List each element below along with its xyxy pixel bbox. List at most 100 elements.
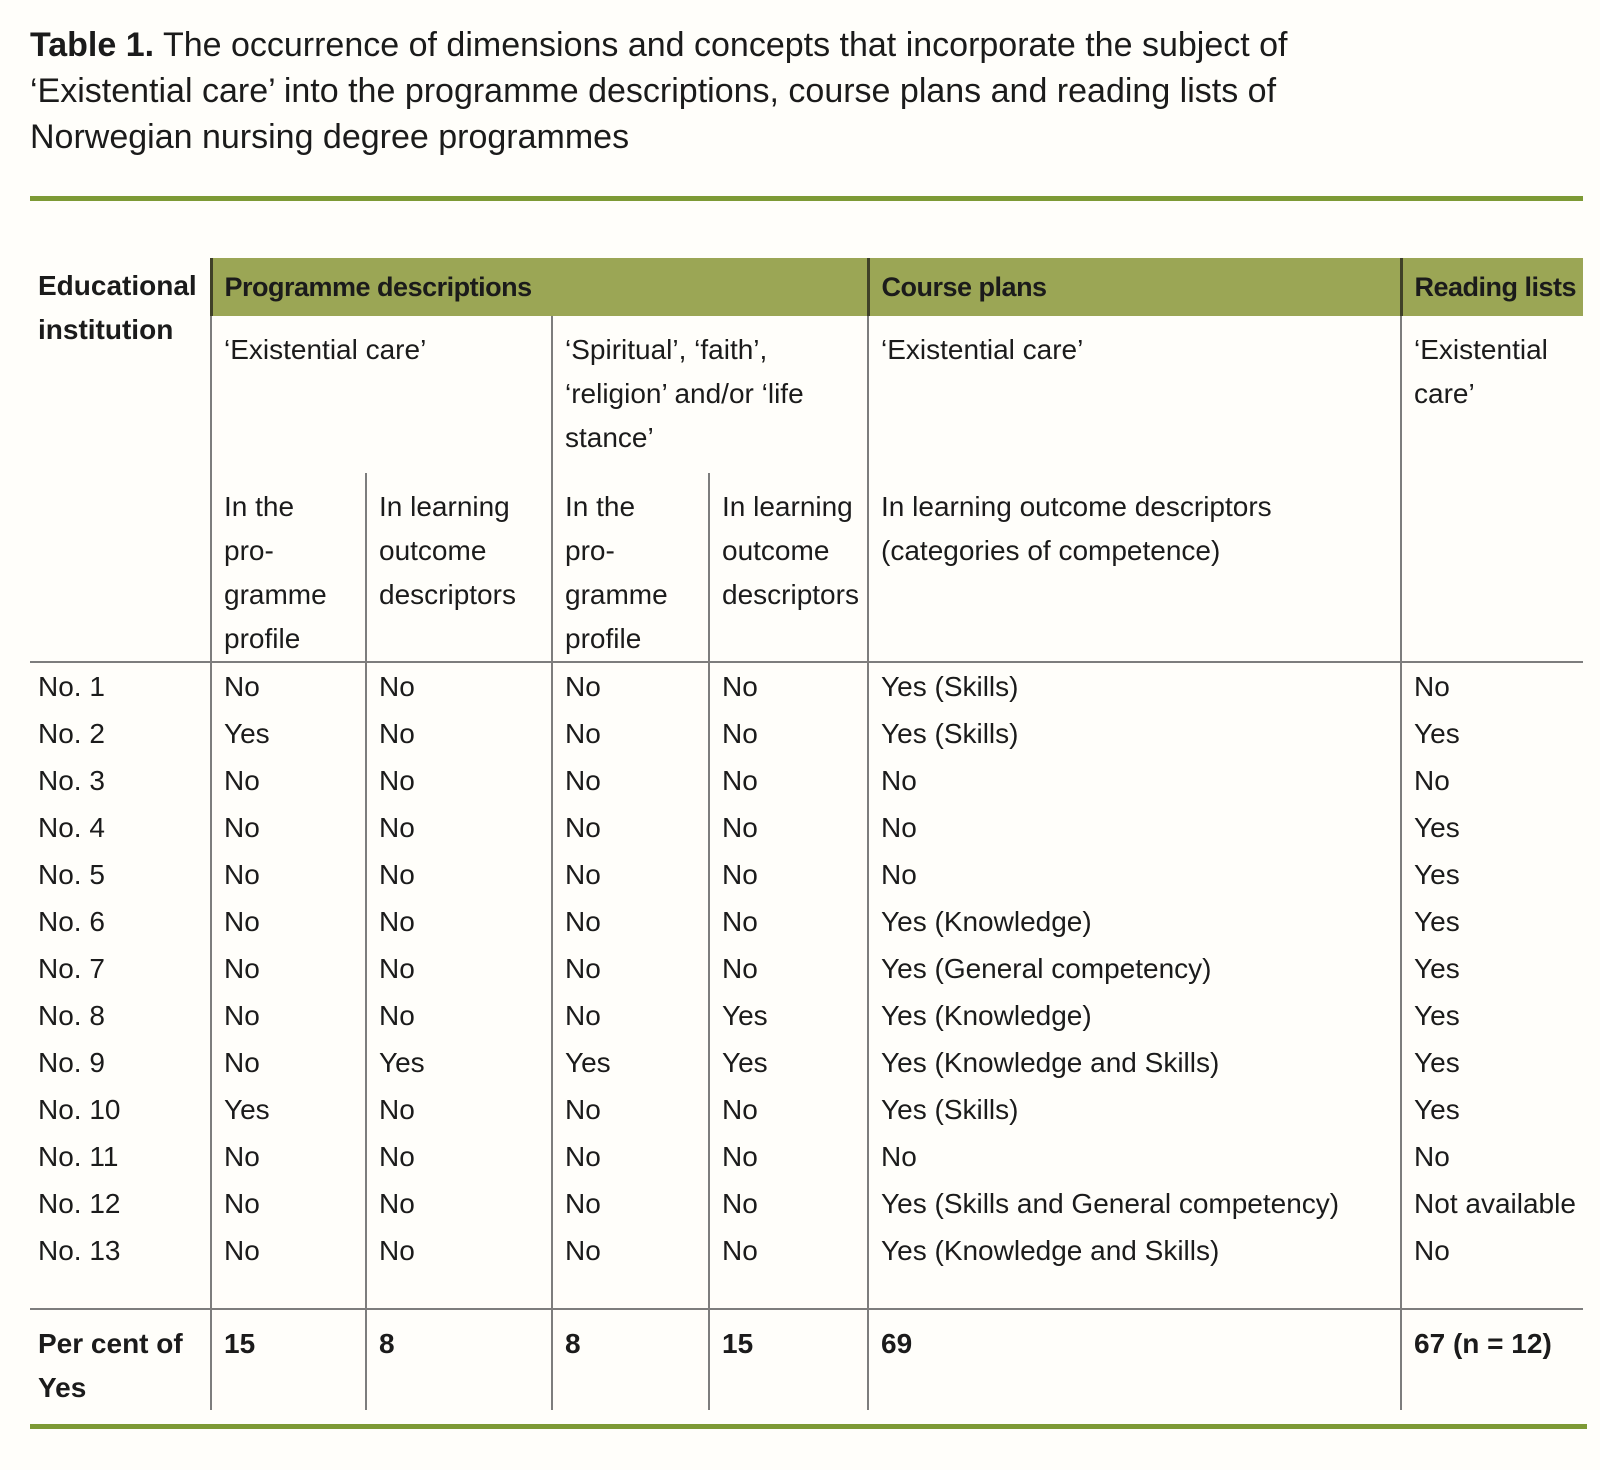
table-row: No. 10 Yes No No No Yes (Skills) Yes (30, 1086, 1584, 1133)
table-row: No. 2 Yes No No No Yes (Skills) Yes (30, 710, 1584, 757)
table-cell: No (551, 945, 709, 992)
table-cell: No (210, 945, 366, 992)
table-cell: No (210, 1039, 366, 1086)
footer-value: 8 (365, 1308, 552, 1410)
table-cell: Yes (1400, 1086, 1584, 1133)
spacer-row (30, 1274, 1584, 1309)
table-cell: Yes (1400, 851, 1584, 898)
top-divider-rule (30, 196, 1583, 201)
table-cell: No (707, 661, 869, 710)
table-cell: No (867, 851, 1402, 898)
table-cell: No (707, 851, 869, 898)
table-cell: No (1400, 757, 1584, 804)
header-in-programme-profile-1: In the pro- gramme profile (210, 473, 366, 662)
table-cell: No (867, 804, 1402, 851)
table-cell: Yes (1400, 1039, 1584, 1086)
table-cell: No (365, 1180, 552, 1227)
table-cell: No (365, 804, 552, 851)
table-cell: No (365, 898, 552, 945)
table-cell: No (210, 804, 366, 851)
table-row: No. 9 No Yes Yes Yes Yes (Knowledge and … (30, 1039, 1584, 1086)
table-cell: No (365, 1086, 552, 1133)
table-cell: No (1400, 661, 1584, 710)
table-cell: Yes (Knowledge) (867, 898, 1402, 945)
table-cell: Yes (Knowledge) (867, 992, 1402, 1039)
table-cell: No (551, 661, 709, 710)
table-cell: Yes (General competency) (867, 945, 1402, 992)
table-cell: No (867, 757, 1402, 804)
table-cell: No (365, 1133, 552, 1180)
table-cell: No (707, 1180, 869, 1227)
footer-value: 15 (707, 1308, 869, 1410)
table-cell: No (365, 851, 552, 898)
table-cell: No (210, 992, 366, 1039)
row-label: No. 6 (38, 905, 105, 937)
location-header-row: In the pro- gramme profile In learning o… (30, 473, 1584, 662)
table-cell: No (551, 757, 709, 804)
table-cell: No (867, 1133, 1402, 1180)
table-caption-label: Table 1. (30, 26, 155, 64)
header-learning-outcome-descriptors-1: In learning outcome descriptors (365, 473, 552, 662)
table-cell: No (365, 757, 552, 804)
row-label: No. 1 (30, 661, 211, 710)
footer-value: 15 (210, 1308, 366, 1410)
bottom-divider-rule (30, 1424, 1587, 1429)
footer-row: Per cent of Yes 15 8 8 15 69 67 (n = 12) (30, 1308, 1584, 1410)
row-label: No. 3 (38, 764, 105, 796)
table-row: No. 7 No No No No Yes (General competenc… (30, 945, 1584, 992)
table-cell: No (365, 945, 552, 992)
row-label: No. 9 (38, 1046, 105, 1078)
table-cell: No (1400, 1227, 1584, 1274)
table-cell: Yes (Skills) (867, 661, 1402, 710)
table-cell: Yes (210, 710, 366, 757)
table-cell: Yes (1400, 804, 1584, 851)
table-cell: Yes (1400, 898, 1584, 945)
row-label: No. 12 (38, 1187, 121, 1219)
header-band-row: Educational institution Programme descri… (30, 258, 1584, 345)
table-cell: Yes (Skills) (867, 710, 1402, 757)
table-cell: No (210, 661, 366, 710)
table-cell: No (551, 804, 709, 851)
table-caption-text: The occurrence of dimensions and concept… (30, 26, 1288, 156)
table-row: No. 1 No No No No Yes (Skills) No (30, 661, 1584, 710)
table-cell: No (551, 1180, 709, 1227)
row-label: No. 5 (38, 858, 105, 890)
header-reading-lists-empty (1400, 473, 1584, 662)
table-row: No. 3 No No No No No No (30, 757, 1584, 804)
table-cell: No (365, 661, 552, 710)
table-cell: No (707, 1086, 869, 1133)
corner-header: Educational institution (38, 270, 197, 345)
table-cell: No (551, 992, 709, 1039)
header-existential-care-reading: ‘Existential care’ (1400, 316, 1584, 473)
table-cell: Yes (1400, 710, 1584, 757)
row-label: No. 13 (38, 1234, 121, 1266)
table-cell: No (210, 1227, 366, 1274)
table-cell: No (210, 851, 366, 898)
table-row: No. 11 No No No No No No (30, 1133, 1584, 1180)
results-table: Educational institution Programme descri… (30, 258, 1584, 1410)
row-label: No. 11 (38, 1140, 119, 1172)
table-cell: Yes (365, 1039, 552, 1086)
table-cell: No (707, 757, 869, 804)
footer-value: 8 (551, 1308, 709, 1410)
table-cell: No (551, 851, 709, 898)
band-course-plans: Course plans (866, 258, 1402, 316)
table-cell: Yes (Skills) (867, 1086, 1402, 1133)
table-row: No. 5 No No No No No Yes (30, 851, 1584, 898)
table-cell: No (551, 898, 709, 945)
table-cell: No (551, 1086, 709, 1133)
row-label: No. 8 (38, 999, 105, 1031)
concept-header-row: ‘Existential care’ ‘Spiritual’, ‘faith’,… (30, 316, 1584, 473)
table-cell: Yes (707, 1039, 869, 1086)
table-cell: No (707, 1133, 869, 1180)
table-cell: No (707, 1227, 869, 1274)
footer-label: Per cent of Yes (30, 1308, 211, 1410)
table-row: No. 4 No No No No No Yes (30, 804, 1584, 851)
band-reading-lists: Reading lists (1399, 258, 1584, 316)
header-existential-care-programme: ‘Existential care’ (210, 316, 552, 473)
table-cell: Yes (Knowledge and Skills) (867, 1227, 1402, 1274)
table-cell: Yes (210, 1086, 366, 1133)
row-label: No. 7 (38, 952, 105, 984)
table-cell: No (365, 1227, 552, 1274)
table-cell: No (210, 1133, 366, 1180)
